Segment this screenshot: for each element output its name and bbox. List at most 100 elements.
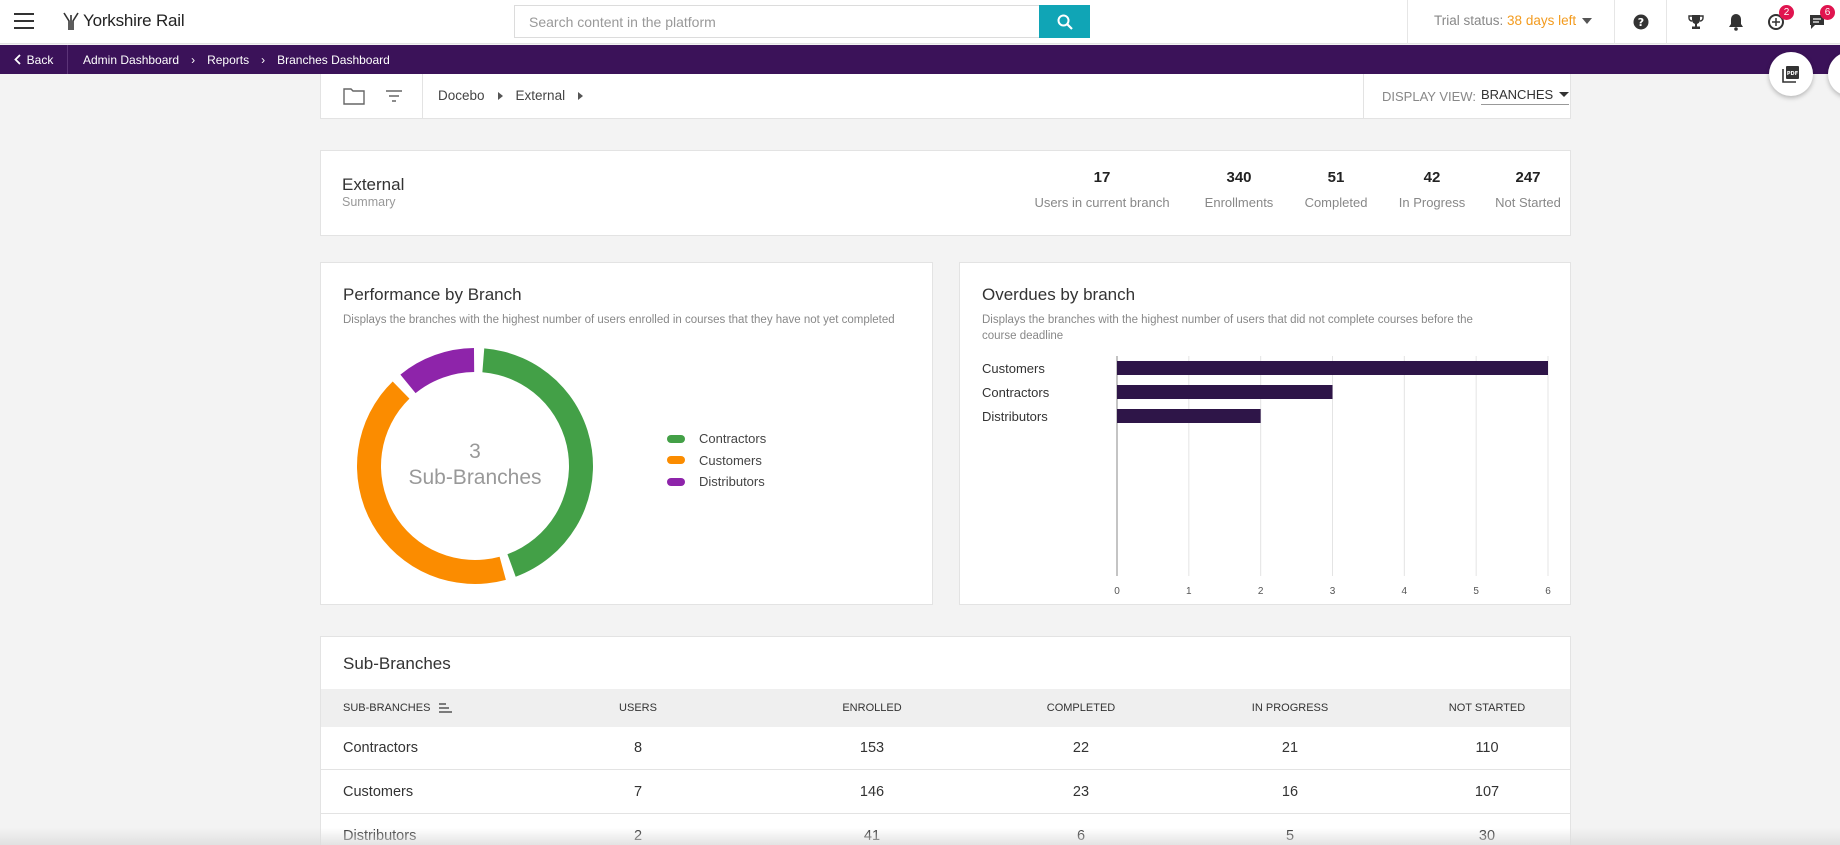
- search-box: [514, 5, 1090, 38]
- y-category-label: Distributors: [982, 409, 1048, 424]
- overdues-description-line: course deadline: [982, 330, 1064, 342]
- overdues-description-line: Displays the branches with the highest n…: [982, 314, 1473, 326]
- breadcrumb-reports[interactable]: Reports: [207, 52, 250, 67]
- stat-not-started: 247 Not Started: [1487, 169, 1569, 210]
- col-header-in-progress: IN PROGRESS: [1251, 702, 1329, 714]
- cell-enrolled: 41: [863, 828, 881, 844]
- summary-title: External: [342, 175, 405, 194]
- summary-card: External Summary 17 Users in current bra…: [320, 150, 1571, 236]
- caret-down-icon: [1559, 92, 1570, 97]
- display-view-selector: DISPLAY VIEW: BRANCHES: [1363, 74, 1572, 118]
- legend-label: Contractors: [699, 431, 767, 447]
- stat-label: Not Started: [1495, 195, 1561, 210]
- messages-icon[interactable]: 6: [1806, 5, 1835, 33]
- bar-customers[interactable]: [1117, 361, 1548, 375]
- donut-slice-customers[interactable]: [357, 381, 506, 584]
- trial-prefix: Trial status:: [1434, 13, 1504, 28]
- legend-swatch: [667, 434, 685, 443]
- stat-users: 17 Users in current branch: [1032, 169, 1172, 210]
- chevron-down-icon: [1582, 17, 1593, 24]
- folder-icon[interactable]: [343, 87, 365, 105]
- donut-slice-distributors[interactable]: [400, 348, 475, 394]
- x-tick-label: 0: [1114, 586, 1120, 597]
- pdf-icon: PDF: [1782, 66, 1799, 83]
- search-icon: [1057, 14, 1073, 30]
- bell-icon[interactable]: [1725, 11, 1747, 33]
- search-input[interactable]: [515, 6, 1035, 37]
- branch-crumb-external[interactable]: External: [515, 88, 566, 103]
- cell-enrolled: 153: [859, 740, 885, 756]
- stat-value: 247: [1515, 169, 1541, 186]
- donut-chart: 3 Sub-Branches: [357, 348, 593, 584]
- search-button[interactable]: [1039, 5, 1090, 38]
- chevron-right-icon[interactable]: [578, 91, 584, 100]
- sub-branches-card: Sub-Branches SUB-BRANCHES USERS ENROLLED…: [320, 636, 1571, 845]
- notification-badge: 6: [1820, 5, 1835, 20]
- cell-completed: 23: [1072, 784, 1090, 800]
- display-view-label: DISPLAY VIEW:: [1382, 88, 1476, 104]
- top-header: Yorkshire Rail Trial status: 38 days lef…: [0, 0, 1840, 44]
- display-view-dropdown[interactable]: BRANCHES: [1480, 87, 1570, 105]
- trial-suffix: days left: [1525, 13, 1577, 28]
- legend-item-contractors[interactable]: Contractors: [667, 428, 766, 450]
- performance-description: Displays the branches with the highest n…: [343, 314, 895, 326]
- overdues-title: Overdues by branch: [982, 285, 1136, 304]
- branch-crumb-docebo[interactable]: Docebo: [438, 88, 485, 103]
- table-row[interactable]: Distributors 2 41 6 5 30: [321, 815, 1570, 845]
- sub-branches-title: Sub-Branches: [343, 654, 451, 673]
- donut-slice-contractors[interactable]: [482, 348, 593, 577]
- header-divider: [1666, 0, 1667, 44]
- overdues-bar-chart: 0 1 2 3 4 5 6 Customers Contractors Distributors: [982, 356, 1551, 597]
- nav-tools: [321, 74, 423, 118]
- back-button[interactable]: Back: [0, 45, 68, 74]
- cell-users: 8: [633, 740, 643, 756]
- col-header-users: USERS: [619, 702, 657, 714]
- cell-users: 7: [633, 784, 643, 800]
- header-divider: [1614, 0, 1615, 44]
- cell-completed: 6: [1076, 828, 1086, 844]
- cell-in-progress: 16: [1281, 784, 1299, 800]
- performance-chart-card: Performance by Branch Displays the branc…: [320, 262, 933, 605]
- legend-item-distributors[interactable]: Distributors: [667, 471, 766, 493]
- breadcrumb-admin-dashboard[interactable]: Admin Dashboard: [83, 52, 180, 67]
- brand-mark-icon: [63, 12, 79, 30]
- brand-logo[interactable]: Yorkshire Rail: [62, 11, 185, 31]
- bar-contractors[interactable]: [1117, 385, 1333, 399]
- gamification-icon[interactable]: 2: [1765, 5, 1794, 33]
- cell-not-started: 30: [1478, 828, 1496, 844]
- filter-icon[interactable]: [385, 89, 403, 103]
- bar-distributors[interactable]: [1117, 409, 1261, 423]
- trial-days: 38: [1507, 13, 1523, 28]
- overdues-description: Displays the branches with the highest n…: [982, 312, 1473, 344]
- table-row[interactable]: Customers 7 146 23 16 107: [321, 771, 1570, 814]
- help-icon[interactable]: ?: [1630, 11, 1652, 33]
- stat-value: 42: [1423, 169, 1441, 186]
- cell-completed: 22: [1072, 740, 1090, 756]
- stat-label: In Progress: [1398, 195, 1466, 210]
- breadcrumb-bar: Back Admin Dashboard › Reports › Branche…: [0, 45, 1840, 74]
- y-category-label: Contractors: [982, 385, 1050, 400]
- stat-value: 340: [1226, 169, 1252, 186]
- col-header-sub-branches[interactable]: SUB-BRANCHES: [343, 689, 453, 727]
- export-pdf-button[interactable]: PDF: [1769, 52, 1813, 96]
- header-divider: [1407, 0, 1408, 44]
- col-header-label: SUB-BRANCHES: [343, 702, 431, 714]
- legend-item-customers[interactable]: Customers: [667, 450, 766, 472]
- col-header-not-started: NOT STARTED: [1448, 702, 1526, 714]
- cell-users: 2: [633, 828, 643, 844]
- breadcrumb: Admin Dashboard › Reports › Branches Das…: [83, 45, 390, 74]
- performance-title: Performance by Branch: [343, 285, 522, 304]
- trophy-icon[interactable]: [1685, 11, 1707, 33]
- menu-icon[interactable]: [14, 13, 34, 29]
- export-button-secondary[interactable]: [1828, 52, 1840, 96]
- trial-status[interactable]: Trial status: 38 days left: [1434, 13, 1593, 28]
- stat-value: 51: [1327, 169, 1345, 186]
- legend-label: Customers: [699, 452, 762, 468]
- table-row[interactable]: Contractors 8 153 22 21 110: [321, 727, 1570, 770]
- stat-completed: 51 Completed: [1299, 169, 1373, 210]
- sort-icon[interactable]: [438, 703, 453, 713]
- x-tick-label: 1: [1186, 586, 1192, 597]
- donut-legend: Contractors Customers Distributors: [667, 428, 766, 493]
- notification-badge: 2: [1779, 5, 1794, 20]
- cell-not-started: 107: [1474, 784, 1500, 800]
